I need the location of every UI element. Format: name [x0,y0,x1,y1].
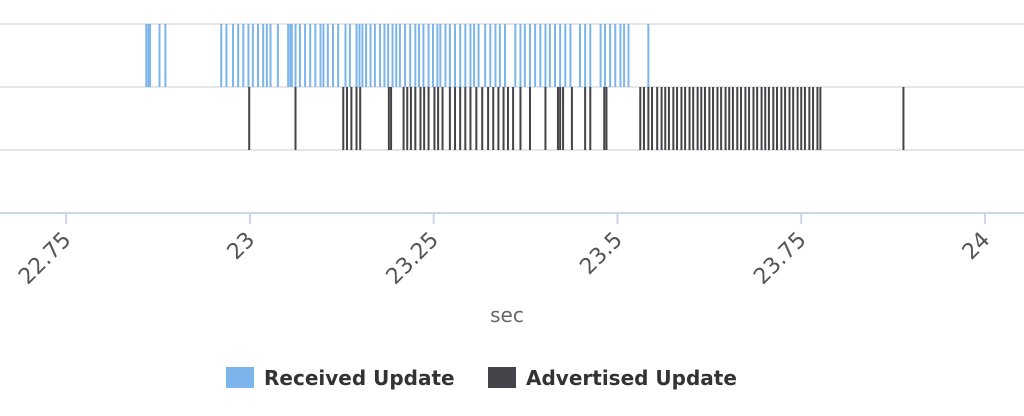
x-tick-label: 23.25 [382,228,444,290]
legend-label: Received Update [264,366,455,390]
x-tick-label: 22.75 [14,228,76,290]
legend-swatch [488,367,516,388]
x-tick-label: 24 [958,228,995,265]
x-tick-label: 23 [223,228,260,265]
legend-label: Advertised Update [526,366,737,390]
legend-swatch [226,367,254,388]
x-tick-label: 23.5 [575,228,627,280]
x-tick-label: 23.75 [749,228,811,290]
x-axis-title: sec [490,303,524,327]
